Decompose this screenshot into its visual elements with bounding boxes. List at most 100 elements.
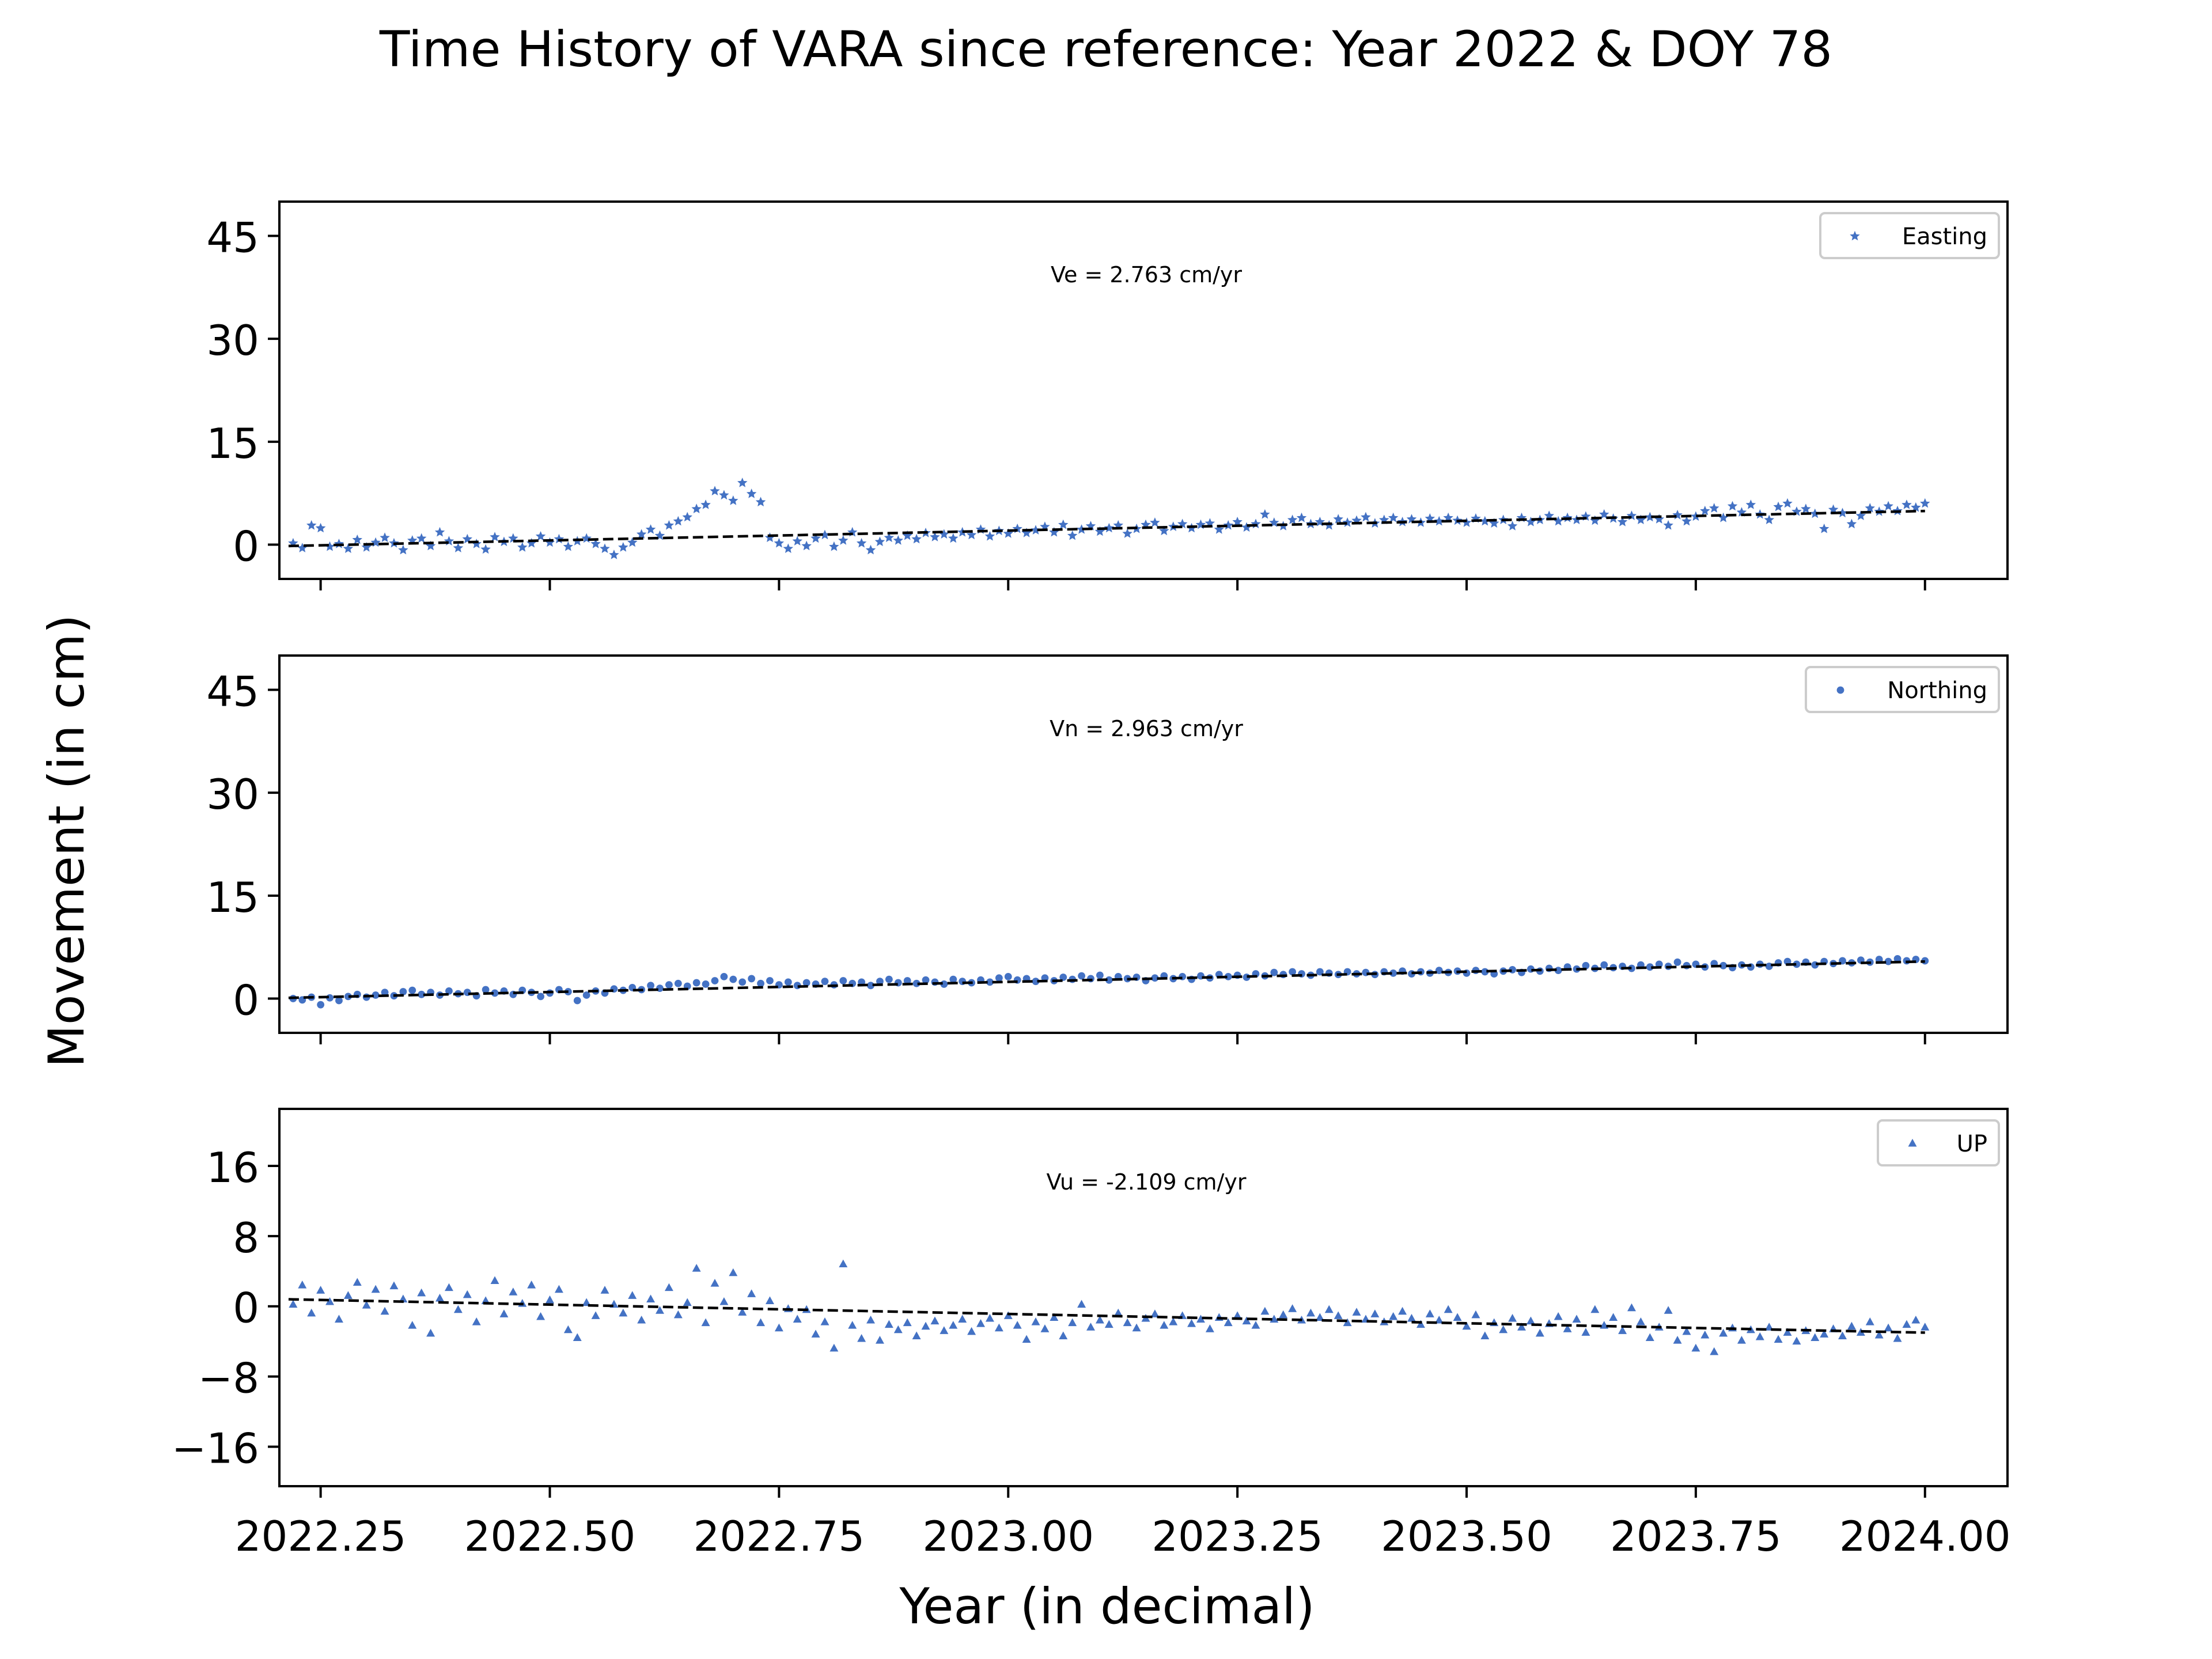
data-point (912, 1331, 921, 1339)
data-point (1628, 964, 1635, 972)
data-point (1150, 517, 1160, 527)
data-point (884, 1320, 893, 1328)
data-point (1085, 521, 1096, 531)
data-point (600, 543, 610, 553)
data-point (554, 533, 565, 544)
data-point (1370, 1309, 1380, 1317)
data-point (683, 1298, 692, 1306)
data-point (317, 1001, 325, 1009)
data-point (1260, 1306, 1270, 1315)
data-point (930, 1316, 940, 1325)
data-point (729, 1268, 738, 1277)
data-point (573, 1333, 582, 1342)
data-point (1764, 514, 1774, 524)
data-point (1031, 525, 1041, 535)
data-point (728, 495, 738, 505)
data-point (1471, 1310, 1480, 1319)
data-point (737, 478, 748, 487)
y-tick-label: −16 (172, 1424, 259, 1472)
data-point (930, 532, 940, 541)
data-point (1884, 957, 1892, 965)
legend-marker (1908, 1138, 1917, 1147)
data-point (673, 1310, 683, 1319)
data-point (1050, 1313, 1059, 1321)
data-point (957, 527, 968, 537)
data-point (1801, 503, 1811, 513)
axes-frame (278, 1108, 2009, 1487)
subplot-easting: 0 15 30 45 Ve = 2.763 cm/yr Easting (206, 200, 2009, 590)
data-point (1681, 516, 1692, 526)
x-tick-label: 2022.75 (693, 1512, 865, 1560)
data-point (1599, 509, 1609, 519)
data-point (1324, 1305, 1334, 1313)
data-point (821, 978, 829, 986)
data-point (1343, 1318, 1352, 1327)
data-point (820, 1317, 830, 1325)
data-point (1700, 505, 1710, 516)
subplot-up: −16 −8 0 8 16 2022.25 2022.50 2022.75 2023.00 202… (172, 1108, 2011, 1560)
data-point (352, 534, 362, 544)
data-point (1874, 1330, 1884, 1339)
data-point (307, 1308, 316, 1317)
data-point (582, 991, 590, 999)
data-point (1627, 1303, 1636, 1312)
data-point (1710, 1347, 1719, 1355)
y-tick-label: 8 (233, 1214, 259, 1262)
data-point (1654, 514, 1664, 524)
subplot-northing: 0 15 30 45 Vn = 2.963 cm/yr Northing (206, 654, 2009, 1044)
data-point (335, 997, 343, 1005)
data-point (922, 976, 930, 984)
data-point (1086, 1323, 1095, 1331)
data-point (976, 1319, 985, 1327)
axes-frame (278, 200, 2009, 580)
data-point (536, 1312, 546, 1320)
data-point (1774, 1335, 1783, 1343)
data-point (417, 1288, 426, 1297)
data-point (1232, 517, 1243, 527)
data-point (1306, 1308, 1315, 1317)
data-point (1040, 1324, 1050, 1332)
data-point (453, 543, 464, 552)
data-point (297, 543, 308, 552)
data-point (472, 1317, 481, 1325)
data-point (1407, 1313, 1416, 1322)
data-point (1600, 961, 1608, 969)
y-tick-label: 0 (233, 522, 259, 570)
data-point (1911, 502, 1921, 512)
data-point (1719, 1328, 1728, 1337)
data-point (298, 1281, 307, 1289)
data-point (793, 1315, 802, 1323)
data-point (517, 542, 528, 552)
data-point (1443, 512, 1453, 522)
data-point (876, 978, 884, 986)
data-point (343, 543, 354, 553)
data-point (509, 1287, 518, 1296)
data-point (1691, 1343, 1700, 1352)
data-point (398, 544, 408, 555)
data-point (1902, 499, 1912, 509)
x-tick-label: 2023.00 (922, 1512, 1094, 1560)
data-point (1782, 498, 1793, 508)
data-point (1159, 525, 1169, 536)
data-point (958, 1315, 967, 1323)
x-tick-label: 2022.25 (235, 1512, 407, 1560)
data-point (453, 1305, 463, 1313)
data-point (921, 1321, 930, 1330)
data-point (1094, 526, 1105, 536)
data-point (334, 1315, 343, 1323)
data-point (995, 974, 1003, 982)
data-point (1150, 1309, 1160, 1317)
data-point (600, 1286, 609, 1294)
data-point (1021, 528, 1032, 537)
data-point (546, 1295, 554, 1304)
data-point (1709, 503, 1719, 513)
data-point (480, 544, 491, 554)
data-point (1398, 1306, 1407, 1315)
data-point (893, 1325, 903, 1334)
data-point (645, 524, 656, 534)
data-point (856, 537, 867, 548)
data-point (1618, 1326, 1627, 1334)
y-tick-label: 30 (206, 770, 259, 819)
axes-frame (278, 654, 2009, 1034)
